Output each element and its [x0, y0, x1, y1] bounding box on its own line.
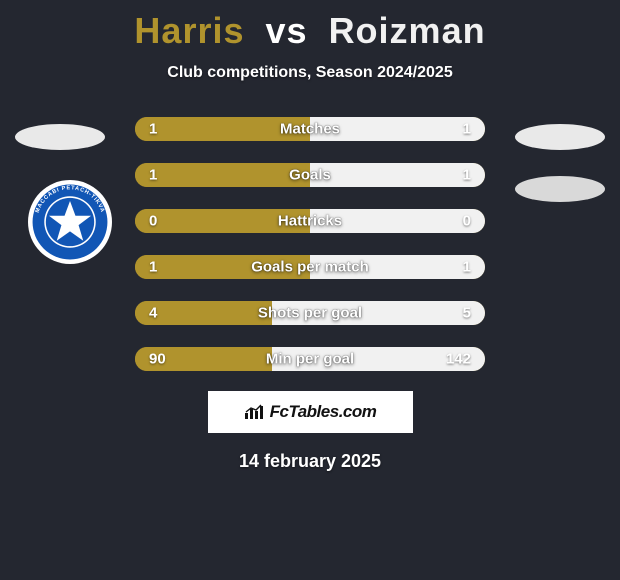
stat-value-left: 1	[149, 259, 157, 276]
stat-bar-left	[135, 163, 310, 187]
stat-row: 4 5 Shots per goal	[135, 301, 485, 325]
player1-name: Harris	[134, 10, 244, 51]
club-crest-icon: MACCABI PETACH-TIKVA	[31, 183, 109, 261]
stat-value-right: 0	[463, 213, 471, 230]
credits-box[interactable]: FcTables.com	[208, 391, 413, 433]
stat-value-left: 0	[149, 213, 157, 230]
stat-label: Min per goal	[266, 351, 354, 368]
chart-icon	[244, 404, 264, 420]
stat-value-right: 1	[463, 121, 471, 138]
player1-avatar-placeholder	[15, 124, 105, 150]
stat-value-left: 4	[149, 305, 157, 322]
stat-label: Shots per goal	[258, 305, 362, 322]
stat-label: Goals	[289, 167, 331, 184]
stat-value-right: 1	[463, 167, 471, 184]
credits-label: FcTables.com	[270, 402, 377, 422]
player1-club-badge: MACCABI PETACH-TIKVA	[28, 180, 112, 264]
page-title: Harris vs Roizman	[0, 0, 620, 52]
stats-container: 1 1 Matches 1 1 Goals 0 0 Hattricks 1 1 Goals per m…	[135, 117, 485, 371]
subtitle: Club competitions, Season 2024/2025	[0, 64, 620, 82]
stat-value-left: 1	[149, 167, 157, 184]
vs-label: vs	[266, 10, 308, 51]
stat-row: 1 1 Goals per match	[135, 255, 485, 279]
player2-avatar-placeholder	[515, 124, 605, 150]
stat-label: Goals per match	[251, 259, 369, 276]
stat-row: 1 1 Matches	[135, 117, 485, 141]
stat-value-right: 1	[463, 259, 471, 276]
stat-label: Hattricks	[278, 213, 342, 230]
stat-value-left: 1	[149, 121, 157, 138]
stat-value-left: 90	[149, 351, 166, 368]
date-label: 14 february 2025	[0, 451, 620, 472]
stat-row: 1 1 Goals	[135, 163, 485, 187]
stat-row: 90 142 Min per goal	[135, 347, 485, 371]
stat-label: Matches	[280, 121, 340, 138]
stat-bar-right	[310, 163, 485, 187]
stat-row: 0 0 Hattricks	[135, 209, 485, 233]
player2-club-placeholder	[515, 176, 605, 202]
player2-name: Roizman	[329, 10, 486, 51]
stat-value-right: 5	[463, 305, 471, 322]
stat-value-right: 142	[446, 351, 471, 368]
